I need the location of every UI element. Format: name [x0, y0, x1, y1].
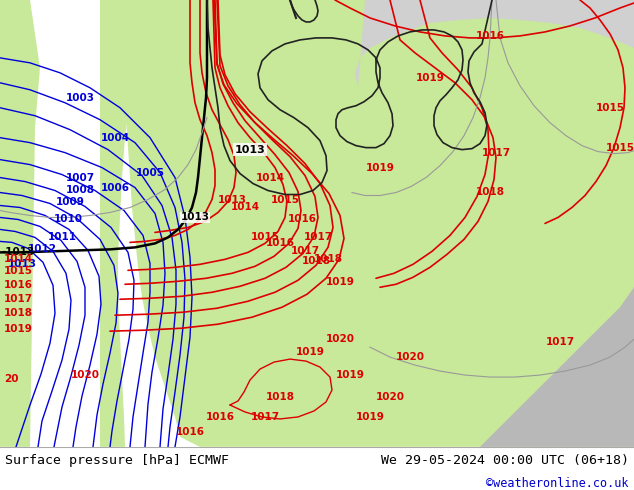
- Text: 1019: 1019: [356, 412, 384, 422]
- Text: 1020: 1020: [375, 392, 404, 402]
- Text: 1017: 1017: [250, 412, 280, 422]
- Text: 1013: 1013: [235, 145, 266, 155]
- Text: 1005: 1005: [136, 168, 164, 177]
- Text: 1019: 1019: [295, 347, 325, 357]
- Polygon shape: [124, 0, 634, 447]
- Text: 1015: 1015: [595, 103, 624, 113]
- Text: 1016: 1016: [4, 280, 33, 290]
- Text: 1013: 1013: [217, 195, 247, 204]
- Text: 1019: 1019: [4, 324, 33, 334]
- Polygon shape: [480, 287, 634, 447]
- Text: 1006: 1006: [101, 183, 129, 193]
- Text: 1020: 1020: [396, 352, 425, 362]
- Text: 1019: 1019: [326, 277, 354, 287]
- Text: 1007: 1007: [65, 172, 94, 183]
- Text: We 29-05-2024 00:00 UTC (06+18): We 29-05-2024 00:00 UTC (06+18): [381, 454, 629, 467]
- Text: 1017: 1017: [304, 232, 333, 243]
- Text: 1018: 1018: [476, 187, 505, 196]
- Text: 1019: 1019: [366, 163, 394, 172]
- Text: -1013: -1013: [2, 247, 36, 257]
- Text: 1015: 1015: [4, 267, 33, 276]
- Text: 1013: 1013: [181, 213, 209, 222]
- Text: 1014: 1014: [4, 254, 33, 264]
- Text: Surface pressure [hPa] ECMWF: Surface pressure [hPa] ECMWF: [5, 454, 229, 467]
- Text: 1012: 1012: [27, 245, 56, 254]
- Text: 1018: 1018: [4, 308, 33, 318]
- Text: 1015: 1015: [605, 143, 634, 152]
- Text: 20: 20: [4, 374, 18, 384]
- Text: 1017: 1017: [481, 147, 510, 158]
- Text: 1004: 1004: [100, 133, 129, 143]
- Text: 1015: 1015: [250, 232, 280, 243]
- Text: 1019: 1019: [335, 370, 365, 380]
- Text: 1014: 1014: [256, 172, 285, 183]
- Text: ©weatheronline.co.uk: ©weatheronline.co.uk: [486, 477, 629, 490]
- Text: 1016: 1016: [266, 239, 295, 248]
- Text: 1018: 1018: [302, 256, 330, 267]
- Text: 1011: 1011: [48, 232, 77, 243]
- Text: 1016: 1016: [205, 412, 235, 422]
- Text: 1009: 1009: [56, 197, 84, 207]
- Text: 1017: 1017: [290, 246, 320, 256]
- Text: 1018: 1018: [313, 254, 342, 264]
- Polygon shape: [0, 0, 40, 447]
- Text: 1020: 1020: [70, 370, 100, 380]
- Text: 1008: 1008: [65, 185, 94, 195]
- Text: 1017: 1017: [545, 337, 574, 347]
- Polygon shape: [100, 0, 130, 447]
- Text: 1017: 1017: [4, 294, 33, 304]
- Text: 1015: 1015: [271, 195, 299, 204]
- Text: 1016: 1016: [476, 31, 505, 41]
- Text: 1016: 1016: [287, 215, 316, 224]
- Polygon shape: [355, 0, 634, 88]
- Text: 1018: 1018: [266, 392, 295, 402]
- Text: 1019: 1019: [415, 73, 444, 83]
- Text: 1020: 1020: [325, 334, 354, 344]
- Text: 1014: 1014: [230, 202, 259, 213]
- Text: 1013: 1013: [8, 259, 37, 270]
- Text: 1003: 1003: [65, 93, 94, 103]
- Text: 1016: 1016: [176, 427, 205, 437]
- Text: 1010: 1010: [53, 215, 82, 224]
